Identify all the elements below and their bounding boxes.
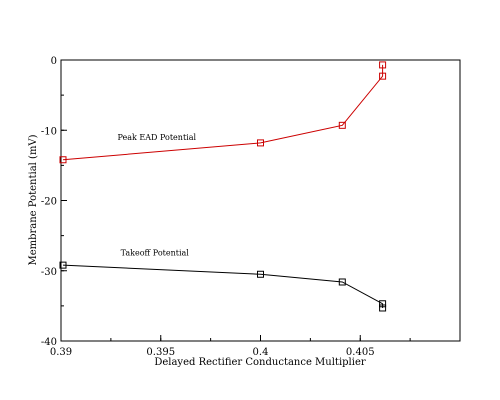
- x-tick-label: 0.39: [50, 347, 72, 358]
- x-axis: 0.39 0.395 0.4 0.405: [50, 335, 461, 358]
- series-line-1: [62, 64, 384, 161]
- x-tick-label: 0.405: [346, 347, 375, 358]
- data-point-marker: [379, 61, 387, 69]
- data-point-marker: [257, 270, 264, 278]
- data-point-marker: [338, 278, 346, 286]
- data-point-marker: [59, 156, 67, 164]
- y-axis-label: Membrane Potential (mV): [28, 134, 39, 265]
- data-point-marker: [59, 261, 67, 269]
- series-layer: [59, 61, 387, 312]
- x-axis-label: Delayed Rectifier Conductance Multiplier: [154, 357, 366, 368]
- annotation-layer: Peak EAD Potential Takeoff Potential: [117, 133, 196, 257]
- x-tick-label: 0.4: [253, 347, 269, 358]
- series-line-2: [62, 264, 384, 308]
- data-point-marker: [379, 72, 387, 80]
- chart-annotation: Peak EAD Potential: [117, 133, 196, 142]
- data-point-marker: [379, 304, 387, 312]
- chart-annotation: Takeoff Potential: [121, 248, 190, 257]
- plot-frame: [60, 59, 461, 342]
- data-point-marker: [257, 139, 264, 147]
- x-tick-label: 0.395: [146, 347, 175, 358]
- y-tick-label: -30: [41, 267, 57, 278]
- y-tick-label: 0: [51, 56, 57, 67]
- y-tick-label: -40: [41, 337, 57, 348]
- y-tick-label: -20: [41, 197, 57, 208]
- y-tick-label: -10: [41, 126, 57, 137]
- data-point-marker: [379, 300, 387, 308]
- data-point-marker: [338, 121, 346, 129]
- y-axis: 0 -10 -20 -30 -40: [41, 56, 67, 348]
